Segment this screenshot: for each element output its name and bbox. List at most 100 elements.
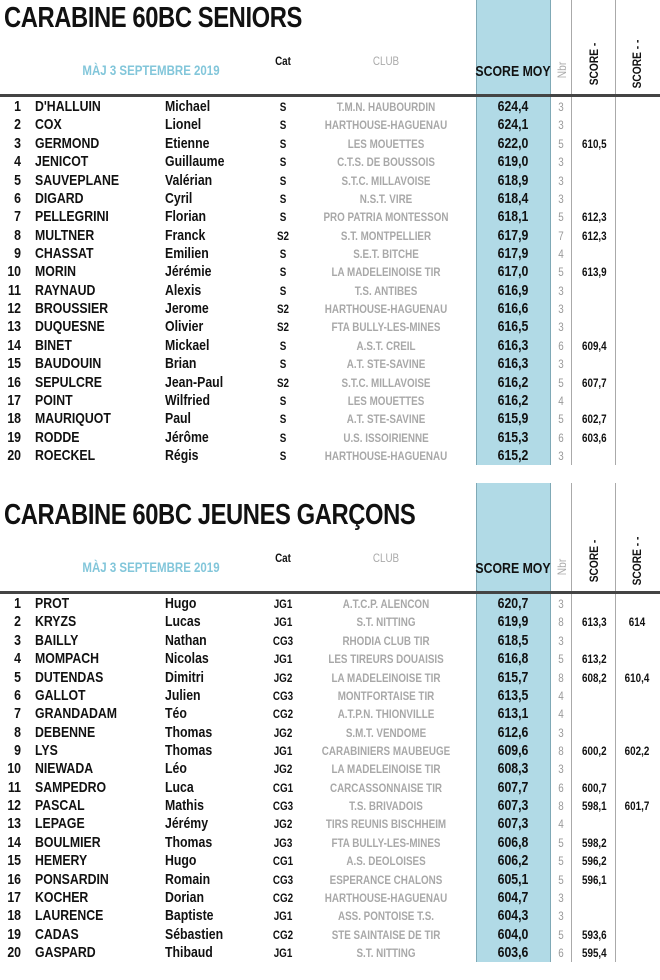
cell-cat: CG3 bbox=[272, 872, 294, 887]
table-row: 7 GRANDADAM Téo CG2 A.T.P.N. THIONVILLE 613,1… bbox=[0, 705, 660, 723]
cell-first: Jerome bbox=[165, 300, 209, 318]
table-row: 16 SEPULCRE Jean-Paul S2 S.T.C. MILLAVOISE 61… bbox=[0, 374, 660, 392]
score-moy-column bbox=[476, 0, 551, 465]
cell-score: 608,3 bbox=[497, 760, 529, 778]
cell-nbr: 5 bbox=[558, 412, 564, 427]
cell-club: T.M.N. HAUBOURDIN bbox=[336, 100, 436, 114]
cell-cat: S2 bbox=[276, 228, 290, 243]
cell-first: Nicolas bbox=[165, 650, 209, 668]
cell-nbr: 4 bbox=[558, 247, 564, 261]
table-row: 14 BOULMIER Thomas JG3 FTA BULLY-LES-MINES 60… bbox=[0, 834, 660, 852]
cell-club: S.T. NITTING bbox=[356, 615, 416, 630]
table-row: 12 PASCAL Mathis CG3 T.S. BRIVADOIS 607,3 8 598… bbox=[0, 797, 660, 815]
table-row: 9 LYS Thomas JG1 CARABINIERS MAUBEUGE 609,6 8 6… bbox=[0, 742, 660, 760]
cell-s1: 613,2 bbox=[582, 652, 607, 667]
cell-first: Brian bbox=[165, 355, 197, 373]
cell-last: PELLEGRINI bbox=[35, 208, 109, 226]
cell-nbr: 6 bbox=[558, 946, 564, 960]
table-row: 10 MORIN Jérémie S LA MADELEINOISE TIR 617,0 5… bbox=[0, 263, 660, 281]
cell-last: PROT bbox=[35, 595, 70, 612]
cell-last: MORIN bbox=[35, 263, 76, 281]
cell-score: 616,2 bbox=[497, 373, 529, 391]
header-separator bbox=[0, 94, 660, 97]
cell-nbr: 6 bbox=[558, 338, 564, 353]
table-row: 20 GASPARD Thibaud JG1 S.T. NITTING 603,6 6 595… bbox=[0, 944, 660, 962]
cell-club: A.S.T. CREIL bbox=[356, 338, 416, 353]
cell-score: 619,9 bbox=[497, 613, 529, 631]
cell-club: PRO PATRIA MONTESSON bbox=[323, 210, 449, 225]
cell-club: STE SAINTAISE DE TIR bbox=[331, 927, 441, 942]
cell-last: NIEWADA bbox=[35, 760, 94, 778]
cell-cat: CG2 bbox=[272, 927, 294, 942]
cell-cat: S bbox=[279, 449, 287, 463]
cell-last: MULTNER bbox=[35, 226, 95, 244]
cell-club: FTA BULLY-LES-MINES bbox=[331, 320, 441, 335]
cell-last: BAUDOUIN bbox=[35, 355, 102, 373]
cell-last: PASCAL bbox=[35, 797, 85, 815]
cell-last: JENICOT bbox=[35, 153, 89, 171]
table-row: 1 PROT Hugo JG1 A.T.C.P. ALENCON 620,7 3 bbox=[0, 595, 660, 613]
header-score-2: SCORE - - bbox=[630, 39, 644, 89]
cell-last: MAURIQUOT bbox=[35, 410, 111, 428]
cell-score: 618,5 bbox=[497, 631, 529, 649]
cell-last: D'HALLUIN bbox=[35, 98, 101, 115]
cell-cat: S bbox=[279, 155, 287, 170]
cell-rank: 9 bbox=[14, 245, 21, 262]
cell-s1: 596,1 bbox=[582, 872, 607, 887]
cell-first: Alexis bbox=[165, 281, 202, 299]
header-nbr: Nbr bbox=[555, 558, 569, 576]
header-club: CLUB bbox=[372, 551, 400, 565]
cell-last: KOCHER bbox=[35, 888, 89, 906]
table-row: 3 BAILLY Nathan CG3 RHODIA CLUB TIR 618,5 3 bbox=[0, 632, 660, 650]
cell-first: Léo bbox=[165, 760, 187, 778]
cell-s1: 610,5 bbox=[582, 136, 607, 151]
table-row: 9 CHASSAT Emilien S S.E.T. BITCHE 617,9 4 bbox=[0, 245, 660, 263]
cell-rank: 10 bbox=[7, 263, 21, 281]
cell-rank: 17 bbox=[7, 888, 21, 906]
update-date: MÀJ 3 SEPTEMBRE 2019 bbox=[82, 559, 220, 575]
column-divider bbox=[615, 0, 616, 465]
cell-nbr: 8 bbox=[558, 670, 564, 685]
cell-club: TIRS REUNIS BISCHHEIM bbox=[325, 817, 447, 832]
cell-score: 616,5 bbox=[497, 318, 529, 336]
cell-last: GERMOND bbox=[35, 134, 100, 152]
cell-cat: S bbox=[279, 430, 287, 445]
table-row: 15 HEMERY Hugo CG1 A.S. DEOLOISES 606,2 5 596,2 bbox=[0, 852, 660, 870]
cell-nbr: 3 bbox=[558, 725, 564, 740]
cell-rank: 12 bbox=[7, 300, 21, 318]
cell-first: Lucas bbox=[165, 613, 201, 631]
cell-cat: CG3 bbox=[272, 799, 294, 814]
cell-score: 620,7 bbox=[497, 595, 529, 612]
cell-last: DUTENDAS bbox=[35, 668, 104, 686]
table-row: 2 COX Lionel S HARTHOUSE-HAGUENAU 624,1 3 bbox=[0, 116, 660, 134]
cell-rank: 18 bbox=[7, 907, 21, 925]
cell-rank: 6 bbox=[14, 686, 21, 704]
cell-nbr: 5 bbox=[558, 854, 564, 869]
cell-last: KRYZS bbox=[35, 613, 77, 631]
table-row: 11 SAMPEDRO Luca CG1 CARCASSONNAISE TIR 607,7… bbox=[0, 779, 660, 797]
cell-club: LA MADELEINOISE TIR bbox=[331, 762, 441, 777]
cell-rank: 3 bbox=[14, 134, 21, 152]
cell-first: Romain bbox=[165, 870, 211, 888]
cell-nbr: 3 bbox=[558, 173, 564, 188]
cell-score: 607,3 bbox=[497, 797, 529, 815]
table-row: 2 KRYZS Lucas JG1 S.T. NITTING 619,9 8 613,3 614 bbox=[0, 613, 660, 631]
cell-club: S.T. NITTING bbox=[356, 946, 416, 960]
cell-s1: 603,6 bbox=[582, 430, 607, 445]
table-row: 19 RODDE Jérôme S U.S. ISSOIRIENNE 615,3 6 603,… bbox=[0, 429, 660, 447]
cell-rank: 16 bbox=[7, 870, 21, 888]
cell-s2: 602,2 bbox=[624, 744, 650, 758]
table-row: 13 LEPAGE Jérémy JG2 TIRS REUNIS BISCHHEIM 60… bbox=[0, 815, 660, 833]
cell-first: Emilien bbox=[165, 245, 209, 262]
cell-s1: 608,2 bbox=[582, 670, 607, 685]
cell-nbr: 8 bbox=[558, 744, 564, 758]
cell-last: CADAS bbox=[35, 925, 79, 943]
cell-s2: 614 bbox=[628, 615, 646, 630]
update-date: MÀJ 3 SEPTEMBRE 2019 bbox=[82, 62, 220, 78]
cell-cat: S bbox=[279, 136, 287, 151]
cell-s2: 601,7 bbox=[624, 799, 650, 814]
cell-score: 606,8 bbox=[497, 833, 529, 851]
cell-club: LA MADELEINOISE TIR bbox=[331, 670, 441, 685]
cell-rank: 18 bbox=[7, 410, 21, 428]
cell-first: Baptiste bbox=[165, 907, 214, 925]
